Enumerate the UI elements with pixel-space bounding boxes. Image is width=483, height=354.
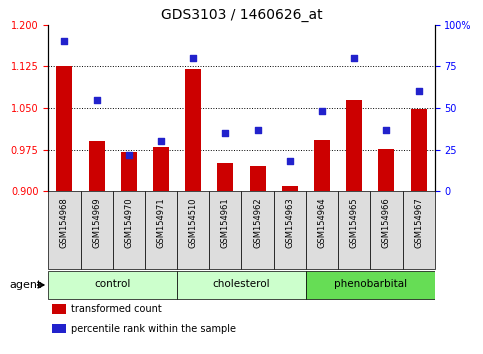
Bar: [185, 69, 201, 191]
Text: percentile rank within the sample: percentile rank within the sample: [71, 324, 237, 333]
FancyBboxPatch shape: [145, 191, 177, 269]
Text: cholesterol: cholesterol: [213, 279, 270, 289]
Bar: [153, 147, 169, 191]
Text: GSM154967: GSM154967: [414, 198, 423, 248]
Bar: [250, 166, 266, 191]
FancyBboxPatch shape: [306, 270, 435, 299]
Bar: [57, 66, 72, 191]
Bar: [121, 152, 137, 191]
Bar: [346, 99, 362, 191]
Text: GSM154969: GSM154969: [92, 198, 101, 248]
Point: [350, 55, 358, 61]
FancyBboxPatch shape: [48, 270, 177, 299]
Bar: [282, 185, 298, 191]
Text: GSM154963: GSM154963: [285, 198, 294, 248]
FancyBboxPatch shape: [402, 191, 435, 269]
Text: agent: agent: [10, 280, 42, 290]
Text: GSM154964: GSM154964: [317, 198, 327, 248]
Bar: [52, 304, 66, 314]
FancyBboxPatch shape: [338, 191, 370, 269]
Text: phenobarbital: phenobarbital: [334, 279, 407, 289]
Bar: [88, 141, 105, 191]
Point: [254, 127, 261, 132]
FancyBboxPatch shape: [48, 191, 81, 269]
Text: GSM154961: GSM154961: [221, 198, 230, 248]
Bar: [378, 149, 395, 191]
FancyBboxPatch shape: [242, 191, 274, 269]
Point: [189, 55, 197, 61]
Bar: [52, 324, 66, 333]
Text: control: control: [95, 279, 131, 289]
Text: GSM154510: GSM154510: [189, 198, 198, 248]
Point: [383, 127, 390, 132]
FancyBboxPatch shape: [177, 270, 306, 299]
Text: GSM154970: GSM154970: [124, 198, 133, 248]
FancyBboxPatch shape: [306, 191, 338, 269]
FancyBboxPatch shape: [209, 191, 242, 269]
Bar: [217, 164, 233, 191]
Title: GDS3103 / 1460626_at: GDS3103 / 1460626_at: [161, 8, 322, 22]
Point: [125, 152, 133, 158]
Text: GSM154968: GSM154968: [60, 198, 69, 248]
FancyBboxPatch shape: [274, 191, 306, 269]
Point: [286, 158, 294, 164]
FancyBboxPatch shape: [81, 191, 113, 269]
Point: [157, 138, 165, 144]
Point: [415, 88, 423, 94]
Point: [60, 39, 68, 44]
Text: transformed count: transformed count: [71, 304, 162, 314]
FancyBboxPatch shape: [113, 191, 145, 269]
Point: [93, 97, 100, 102]
Text: GSM154971: GSM154971: [156, 198, 166, 248]
Point: [222, 130, 229, 136]
Bar: [411, 109, 426, 191]
Text: GSM154962: GSM154962: [253, 198, 262, 248]
Text: GSM154966: GSM154966: [382, 198, 391, 248]
Point: [318, 108, 326, 114]
Text: GSM154965: GSM154965: [350, 198, 359, 248]
Bar: [314, 139, 330, 191]
FancyBboxPatch shape: [177, 191, 209, 269]
FancyBboxPatch shape: [370, 191, 402, 269]
